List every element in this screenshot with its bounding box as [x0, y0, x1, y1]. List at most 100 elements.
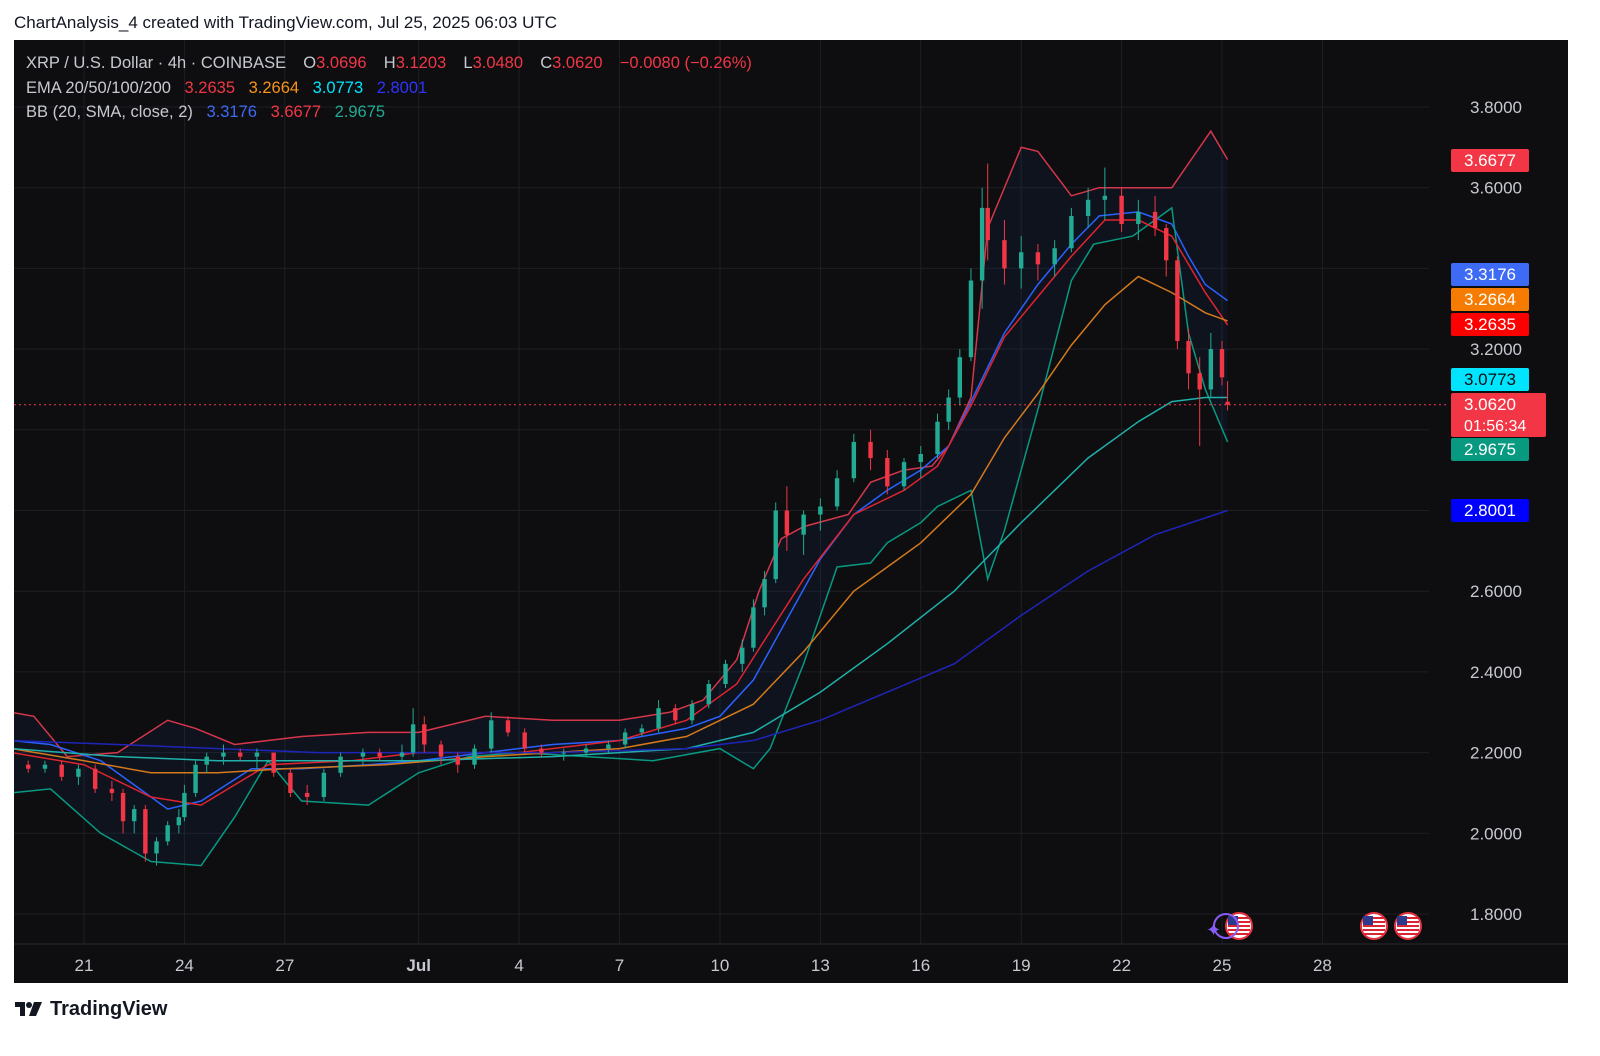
- candle[interactable]: [522, 728, 527, 753]
- candle[interactable]: [673, 704, 678, 725]
- candle[interactable]: [472, 744, 477, 769]
- ema50-line[interactable]: [14, 275, 1228, 774]
- price-chart[interactable]: 3.8000 3.6000 3.2000 2.6000 2.4000 2.2000 2.00…: [14, 40, 1568, 983]
- candle[interactable]: [979, 187, 985, 309]
- candle[interactable]: [1136, 199, 1141, 241]
- candle[interactable]: [606, 740, 611, 753]
- candle[interactable]: [868, 429, 873, 471]
- candle[interactable]: [622, 728, 628, 749]
- candle[interactable]: [985, 163, 990, 261]
- candle[interactable]: [762, 571, 767, 616]
- candle[interactable]: [422, 716, 427, 753]
- legend-bb-row[interactable]: BB (20, SMA, close, 2) 3.3176 3.6677 2.9…: [26, 100, 752, 125]
- candle[interactable]: [561, 748, 566, 761]
- legend-ema-row[interactable]: EMA 20/50/100/200 3.2635 3.2664 3.0773 2…: [26, 76, 752, 101]
- candle[interactable]: [42, 760, 48, 773]
- candle[interactable]: [1035, 244, 1041, 281]
- candle[interactable]: [1052, 240, 1057, 277]
- candle[interactable]: [773, 502, 778, 584]
- us-flag-icon[interactable]: [1394, 912, 1422, 940]
- candle[interactable]: [885, 449, 890, 495]
- candle[interactable]: [109, 780, 115, 802]
- bb-basis-line[interactable]: [14, 211, 1229, 810]
- candle[interactable]: [801, 510, 806, 555]
- candle[interactable]: [455, 752, 460, 773]
- candle[interactable]: [76, 764, 81, 785]
- candle[interactable]: [237, 748, 243, 761]
- candle[interactable]: [304, 784, 310, 806]
- candle[interactable]: [583, 744, 589, 757]
- candle[interactable]: [271, 752, 276, 777]
- candle[interactable]: [957, 349, 963, 406]
- candle[interactable]: [1219, 341, 1225, 386]
- candle[interactable]: [851, 433, 857, 483]
- candle[interactable]: [1152, 195, 1158, 237]
- candle[interactable]: [505, 716, 511, 737]
- candle[interactable]: [1208, 332, 1214, 398]
- candle[interactable]: [1164, 224, 1169, 277]
- candle[interactable]: [221, 744, 226, 765]
- candle[interactable]: [706, 679, 711, 709]
- candle[interactable]: [740, 639, 745, 672]
- candle[interactable]: [182, 784, 187, 822]
- candle[interactable]: [254, 748, 260, 769]
- candle[interactable]: [204, 752, 209, 773]
- candle[interactable]: [1102, 167, 1108, 220]
- candle[interactable]: [154, 837, 159, 866]
- candle[interactable]: [656, 700, 661, 733]
- candle[interactable]: [489, 712, 494, 753]
- candle[interactable]: [1069, 207, 1074, 253]
- candle[interactable]: [539, 744, 544, 757]
- candle[interactable]: [723, 659, 728, 689]
- time-axis[interactable]: 21 24 27 Jul 4 7 10 13 16 19 22 25 28: [75, 956, 1332, 975]
- candle[interactable]: [689, 700, 695, 725]
- candle[interactable]: [410, 708, 416, 757]
- candle[interactable]: [360, 748, 366, 765]
- candle[interactable]: [918, 445, 923, 479]
- legend-symbol-row[interactable]: XRP / U.S. Dollar · 4h · COINBASE O3.069…: [26, 51, 752, 76]
- candle[interactable]: [784, 486, 790, 551]
- candle[interactable]: [1002, 219, 1007, 285]
- candle[interactable]: [193, 760, 198, 797]
- candle[interactable]: [338, 752, 343, 777]
- candle[interactable]: [968, 268, 974, 362]
- us-flag-icon[interactable]: [1360, 912, 1388, 940]
- candle[interactable]: [935, 413, 940, 459]
- candle[interactable]: [834, 470, 840, 511]
- candle[interactable]: [1175, 256, 1180, 350]
- candle[interactable]: [399, 744, 405, 761]
- candle[interactable]: [438, 740, 444, 765]
- candle[interactable]: [1186, 328, 1191, 390]
- ema100-line[interactable]: [14, 396, 1228, 762]
- candle[interactable]: [165, 821, 170, 846]
- economic-events[interactable]: ✦: [1206, 912, 1422, 940]
- bb-upper-line[interactable]: [14, 129, 1229, 758]
- candle[interactable]: [377, 748, 382, 761]
- candle[interactable]: [1085, 187, 1091, 229]
- candle[interactable]: [143, 805, 148, 862]
- footer-branding[interactable]: TradingView: [14, 994, 167, 1024]
- candle[interactable]: [26, 760, 31, 773]
- candle[interactable]: [59, 760, 64, 781]
- candle[interactable]: [946, 389, 951, 430]
- candle[interactable]: [1197, 357, 1202, 446]
- candle[interactable]: [751, 599, 756, 652]
- candle[interactable]: [132, 805, 137, 834]
- ema200-line[interactable]: [14, 509, 1228, 754]
- candle[interactable]: [120, 788, 126, 834]
- candle[interactable]: [176, 809, 182, 834]
- candle[interactable]: [92, 764, 98, 793]
- candle[interactable]: [1119, 187, 1124, 233]
- candle[interactable]: [321, 768, 327, 802]
- candle[interactable]: [1225, 381, 1230, 411]
- candle-body: [505, 720, 511, 733]
- chart-panel[interactable]: 3.8000 3.6000 3.2000 2.6000 2.4000 2.2000 2.00…: [14, 40, 1568, 983]
- bb-lower-line[interactable]: [14, 206, 1229, 867]
- price-axis[interactable]: 3.8000 3.6000 3.2000 2.6000 2.4000 2.2000 2.00…: [1470, 98, 1522, 924]
- candle[interactable]: [1018, 236, 1024, 289]
- candle[interactable]: [288, 768, 293, 797]
- candle[interactable]: [818, 498, 823, 531]
- candle[interactable]: [901, 458, 907, 491]
- ema20-line[interactable]: [14, 219, 1229, 806]
- candle[interactable]: [639, 724, 645, 737]
